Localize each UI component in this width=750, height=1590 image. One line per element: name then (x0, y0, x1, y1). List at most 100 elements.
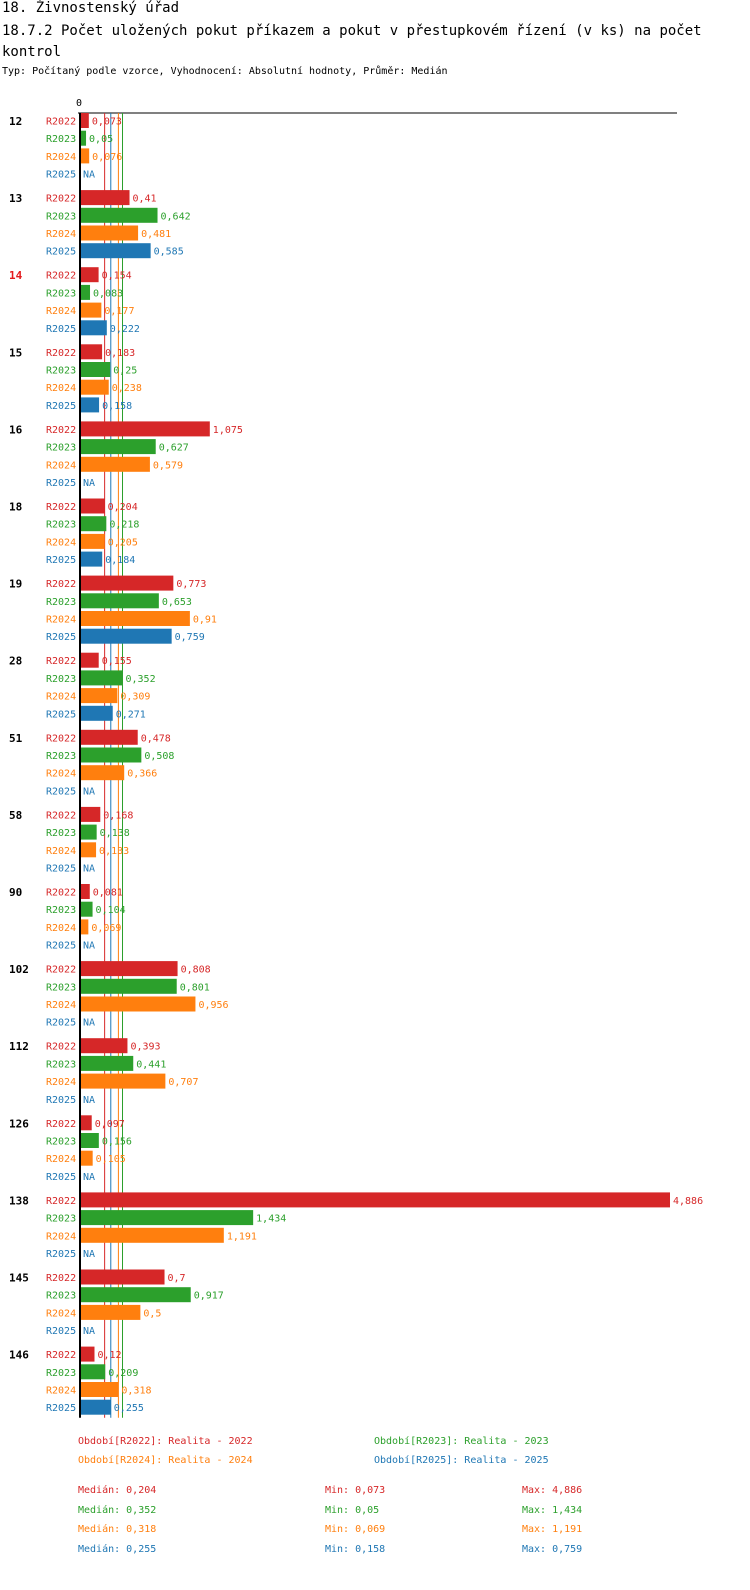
data-label-na: NA (83, 478, 95, 489)
bar (80, 320, 107, 336)
bar (80, 996, 196, 1012)
data-label: 0,653 (162, 597, 192, 608)
data-label: 0,218 (109, 520, 139, 531)
data-label: 0,097 (95, 1119, 125, 1130)
bar (80, 824, 97, 840)
bar (80, 884, 90, 899)
series-label: R2025 (46, 401, 76, 412)
bar (80, 284, 91, 300)
bar (80, 1346, 95, 1362)
series-label: R2023 (46, 674, 76, 685)
category-label: 51 (9, 732, 23, 745)
series-label: R2022 (46, 656, 76, 667)
legend-r2025: Období[R2025]: Realita - 2025 (374, 1455, 549, 1466)
series-label: R2024 (46, 769, 76, 780)
stat-max-r2023: Max: 1,434 (522, 1505, 583, 1516)
data-label: 0,5 (143, 1308, 161, 1319)
bar (80, 670, 123, 686)
data-label: 0,076 (92, 152, 122, 163)
bar (80, 628, 172, 644)
series-label: R2024 (46, 383, 76, 394)
bar (80, 611, 190, 626)
series-label: R2022 (46, 117, 76, 128)
series-label: R2022 (46, 965, 76, 976)
category-label: 102 (9, 963, 29, 976)
category-label: 112 (9, 1040, 29, 1053)
data-label: 0,104 (96, 905, 126, 916)
bar (80, 498, 105, 514)
series-label: R2023 (46, 366, 76, 377)
bar (80, 1038, 128, 1054)
series-label: R2024 (46, 846, 76, 857)
series-label: R2022 (46, 1196, 76, 1207)
bar (80, 961, 178, 977)
series-label: R2025 (46, 478, 76, 489)
category-label: 58 (9, 809, 22, 822)
series-label: R2024 (46, 229, 76, 240)
data-label: 0,801 (180, 982, 210, 993)
bar (80, 1287, 191, 1303)
bar (80, 1210, 254, 1226)
data-label: 0,917 (194, 1291, 224, 1302)
data-label-na: NA (83, 1326, 95, 1337)
data-label: 0,478 (141, 733, 171, 744)
bar (80, 362, 111, 377)
data-label: 0,177 (104, 306, 134, 317)
series-label: R2024 (46, 692, 76, 703)
series-label: R2024 (46, 615, 76, 626)
bar (80, 225, 139, 241)
data-label: 0,585 (154, 247, 184, 258)
category-label: 15 (9, 346, 22, 359)
series-label: R2022 (46, 425, 76, 436)
series-label: R2023 (46, 751, 76, 762)
series-label: R2022 (46, 194, 76, 205)
series-label: R2023 (46, 288, 76, 299)
series-label: R2024 (46, 1154, 76, 1165)
series-label: R2024 (46, 1308, 76, 1319)
series-label: R2025 (46, 1018, 76, 1029)
data-label-na: NA (83, 1018, 95, 1029)
data-label-na: NA (83, 864, 95, 875)
bar (80, 765, 125, 781)
data-label: 0,05 (89, 134, 113, 145)
series-label: R2024 (46, 306, 76, 317)
data-label: 0,25 (113, 366, 137, 377)
bar (80, 1304, 141, 1320)
series-label: R2024 (46, 152, 76, 163)
category-label: 145 (9, 1272, 29, 1285)
series-label: R2022 (46, 1119, 76, 1130)
data-label: 0,222 (110, 324, 140, 335)
stat-min-r2022: Min: 0,073 (325, 1485, 386, 1496)
series-label: R2025 (46, 170, 76, 181)
data-label: 0,156 (102, 1137, 132, 1148)
page-title: 18. Živnostenský úřad (2, 0, 180, 16)
series-label: R2025 (46, 709, 76, 720)
data-label-na: NA (83, 1249, 95, 1260)
data-label: 0,183 (105, 348, 135, 359)
bar (80, 978, 177, 994)
bar (80, 243, 151, 259)
data-label: 0,759 (175, 632, 205, 643)
data-label: 0,7 (168, 1273, 186, 1284)
data-label: 0,508 (144, 751, 174, 762)
series-label: R2025 (46, 864, 76, 875)
series-label: R2023 (46, 597, 76, 608)
data-label-na: NA (83, 786, 95, 797)
bar (80, 705, 113, 721)
data-label: 0,083 (93, 288, 123, 299)
bar (80, 1227, 224, 1243)
data-label: 0,138 (100, 828, 130, 839)
series-label: R2025 (46, 1095, 76, 1106)
data-label: 0,441 (136, 1059, 166, 1070)
stat-min-r2025: Min: 0,158 (325, 1544, 386, 1555)
data-label: 0,081 (93, 888, 123, 899)
series-label: R2022 (46, 733, 76, 744)
data-label: 0,91 (193, 615, 217, 626)
series-label: R2022 (46, 810, 76, 821)
data-label: 0,366 (127, 769, 157, 780)
series-label: R2023 (46, 134, 76, 145)
data-label: 0,707 (168, 1077, 198, 1088)
data-label: 0,642 (161, 211, 191, 222)
bar (80, 302, 102, 318)
series-label: R2025 (46, 632, 76, 643)
